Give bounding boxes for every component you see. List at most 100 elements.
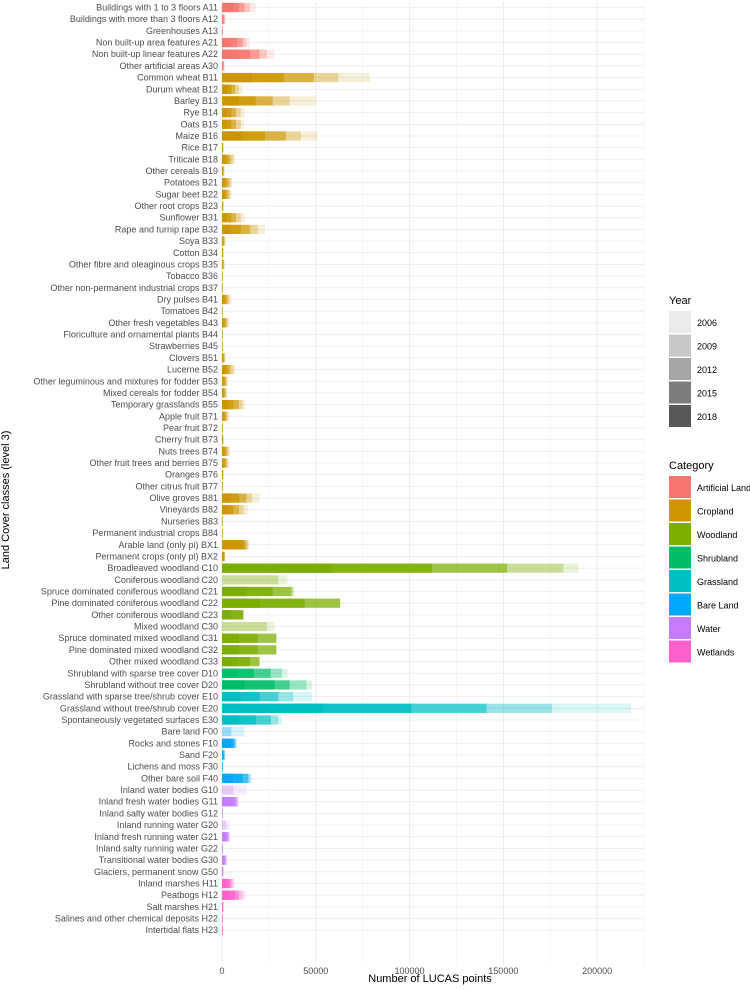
y-tick-label: Strawberries B45 bbox=[149, 341, 218, 351]
bar bbox=[222, 364, 225, 375]
legend-year-label: 2009 bbox=[697, 342, 717, 352]
y-tick-label: Inland fresh running water G21 bbox=[94, 832, 218, 842]
y-tick-label: Lucerne B52 bbox=[167, 365, 218, 375]
y-tick-label: Sugar beet B22 bbox=[155, 189, 218, 199]
bar-group bbox=[222, 213, 245, 223]
legend-year: Year 2006 2009 2012 2015 2018 bbox=[669, 295, 717, 427]
bar bbox=[222, 248, 223, 258]
bar-group bbox=[222, 656, 260, 667]
legend-year-label: 2006 bbox=[697, 318, 717, 328]
y-tick-label: Clovers B51 bbox=[169, 353, 218, 363]
bar-group bbox=[222, 283, 223, 293]
bar bbox=[222, 318, 224, 328]
y-tick-label: Dry pulses B41 bbox=[157, 295, 218, 305]
bar bbox=[222, 143, 223, 153]
y-tick-label: Barley B13 bbox=[174, 96, 218, 106]
bar bbox=[222, 493, 232, 503]
bar-group bbox=[222, 703, 631, 713]
bar-group bbox=[222, 411, 230, 421]
bar-group bbox=[222, 26, 223, 36]
y-tick-label: Intertidal flats H23 bbox=[145, 925, 218, 935]
legend-category-label: Grassland bbox=[697, 577, 738, 587]
bar bbox=[222, 621, 268, 632]
bar bbox=[222, 820, 230, 830]
bar bbox=[222, 201, 223, 211]
bar bbox=[222, 259, 223, 270]
bar bbox=[222, 692, 241, 702]
bar bbox=[222, 610, 232, 620]
bar bbox=[222, 400, 228, 410]
bar-group bbox=[222, 458, 230, 468]
bar bbox=[222, 890, 230, 900]
bar bbox=[222, 376, 224, 386]
y-tick-label: Salines and other chemical deposits H22 bbox=[55, 914, 218, 924]
bar-group bbox=[222, 84, 243, 94]
bar bbox=[222, 213, 227, 223]
y-tick-label: Rye B14 bbox=[183, 108, 218, 118]
bar-group bbox=[222, 610, 244, 620]
bar-group bbox=[222, 645, 277, 655]
bar bbox=[222, 598, 305, 608]
bar-group bbox=[222, 505, 249, 515]
y-tick-label: Inland running water G20 bbox=[117, 820, 218, 830]
y-tick-label: Soya B33 bbox=[179, 236, 218, 246]
y-tick-label: Rape and turnip rape B32 bbox=[115, 224, 218, 234]
bar bbox=[222, 119, 227, 129]
bar bbox=[222, 108, 227, 118]
bar bbox=[222, 294, 224, 305]
y-tick-label: Vineyards B82 bbox=[160, 505, 218, 515]
y-tick-label: Other non-permanent industrial crops B37 bbox=[50, 283, 218, 293]
bar bbox=[222, 750, 223, 760]
y-tick-label: Buildings with more than 3 floors A12 bbox=[70, 14, 218, 24]
y-tick-label: Salt marshes H21 bbox=[146, 902, 218, 912]
y-tick-label: Triticale B18 bbox=[168, 154, 218, 164]
legend-category-swatch bbox=[669, 640, 691, 663]
bar-group bbox=[222, 551, 226, 562]
y-tick-label: Other mixed woodland C33 bbox=[109, 657, 218, 667]
legend-category-label: Woodland bbox=[697, 530, 737, 540]
legend-year-label: 2018 bbox=[697, 412, 717, 422]
bar bbox=[222, 189, 225, 199]
bar bbox=[222, 470, 223, 480]
bar bbox=[222, 680, 245, 690]
legend-category-title: Category bbox=[669, 460, 714, 472]
y-tick-label: Permanent industrial crops B84 bbox=[92, 528, 218, 538]
bar-group bbox=[222, 867, 224, 877]
y-tick-label: Peatbogs H12 bbox=[161, 890, 218, 900]
bar-group bbox=[222, 341, 223, 351]
bar-group bbox=[222, 773, 253, 783]
bar bbox=[222, 586, 273, 597]
legend-year-swatch bbox=[669, 334, 691, 357]
bar bbox=[222, 540, 243, 550]
bar bbox=[222, 131, 243, 141]
bar bbox=[222, 645, 239, 655]
y-tick-label: Other fresh vegetables B43 bbox=[108, 318, 218, 328]
x-tick-labels: 0 50000 100000 150000 200000 bbox=[219, 966, 612, 976]
bar bbox=[222, 808, 223, 819]
bar-group bbox=[222, 2, 256, 13]
bar bbox=[222, 26, 223, 36]
bar bbox=[222, 633, 258, 643]
y-tick-label: Lichens and moss F30 bbox=[127, 762, 218, 772]
legend-category-swatch bbox=[669, 523, 691, 545]
bar-group bbox=[222, 400, 246, 410]
bar-group bbox=[222, 108, 245, 118]
bar bbox=[222, 680, 275, 690]
legend-category-label: Shrubland bbox=[697, 554, 738, 564]
y-tick-label: Mixed cereals for fodder B54 bbox=[103, 388, 218, 398]
bar-group bbox=[222, 318, 230, 328]
bar bbox=[222, 551, 224, 562]
bar bbox=[222, 236, 223, 246]
bar-group bbox=[222, 236, 226, 246]
bar bbox=[222, 785, 247, 795]
x-tick-label: 150000 bbox=[488, 966, 518, 976]
y-tick-label: Non built-up linear features A22 bbox=[92, 49, 218, 59]
legend-category-label: Water bbox=[697, 624, 721, 634]
bar-group bbox=[222, 493, 260, 503]
bar-group bbox=[222, 72, 371, 83]
bar-group bbox=[222, 575, 288, 585]
bar bbox=[222, 610, 243, 620]
legend-year-label: 2012 bbox=[697, 365, 717, 375]
legend-category-swatch bbox=[669, 476, 691, 498]
